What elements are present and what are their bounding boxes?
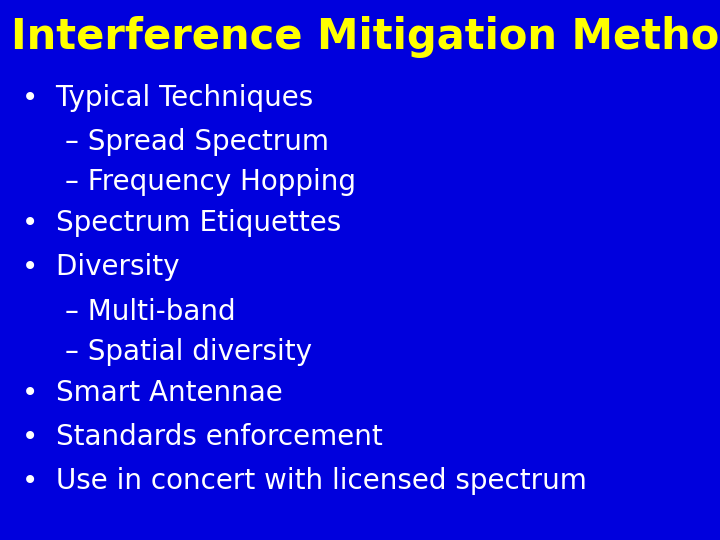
Text: •  Spectrum Etiquettes: • Spectrum Etiquettes xyxy=(22,209,341,237)
Text: – Frequency Hopping: – Frequency Hopping xyxy=(65,168,356,197)
Text: Interference Mitigation Methods: Interference Mitigation Methods xyxy=(11,16,720,58)
Text: •  Use in concert with licensed spectrum: • Use in concert with licensed spectrum xyxy=(22,467,587,495)
Text: •  Smart Antennae: • Smart Antennae xyxy=(22,379,282,407)
Text: – Spatial diversity: – Spatial diversity xyxy=(65,338,312,366)
Text: •  Typical Techniques: • Typical Techniques xyxy=(22,84,313,112)
Text: – Multi-band: – Multi-band xyxy=(65,298,235,326)
Text: •  Diversity: • Diversity xyxy=(22,253,179,281)
Text: – Spread Spectrum: – Spread Spectrum xyxy=(65,128,329,156)
Text: •  Standards enforcement: • Standards enforcement xyxy=(22,423,382,451)
